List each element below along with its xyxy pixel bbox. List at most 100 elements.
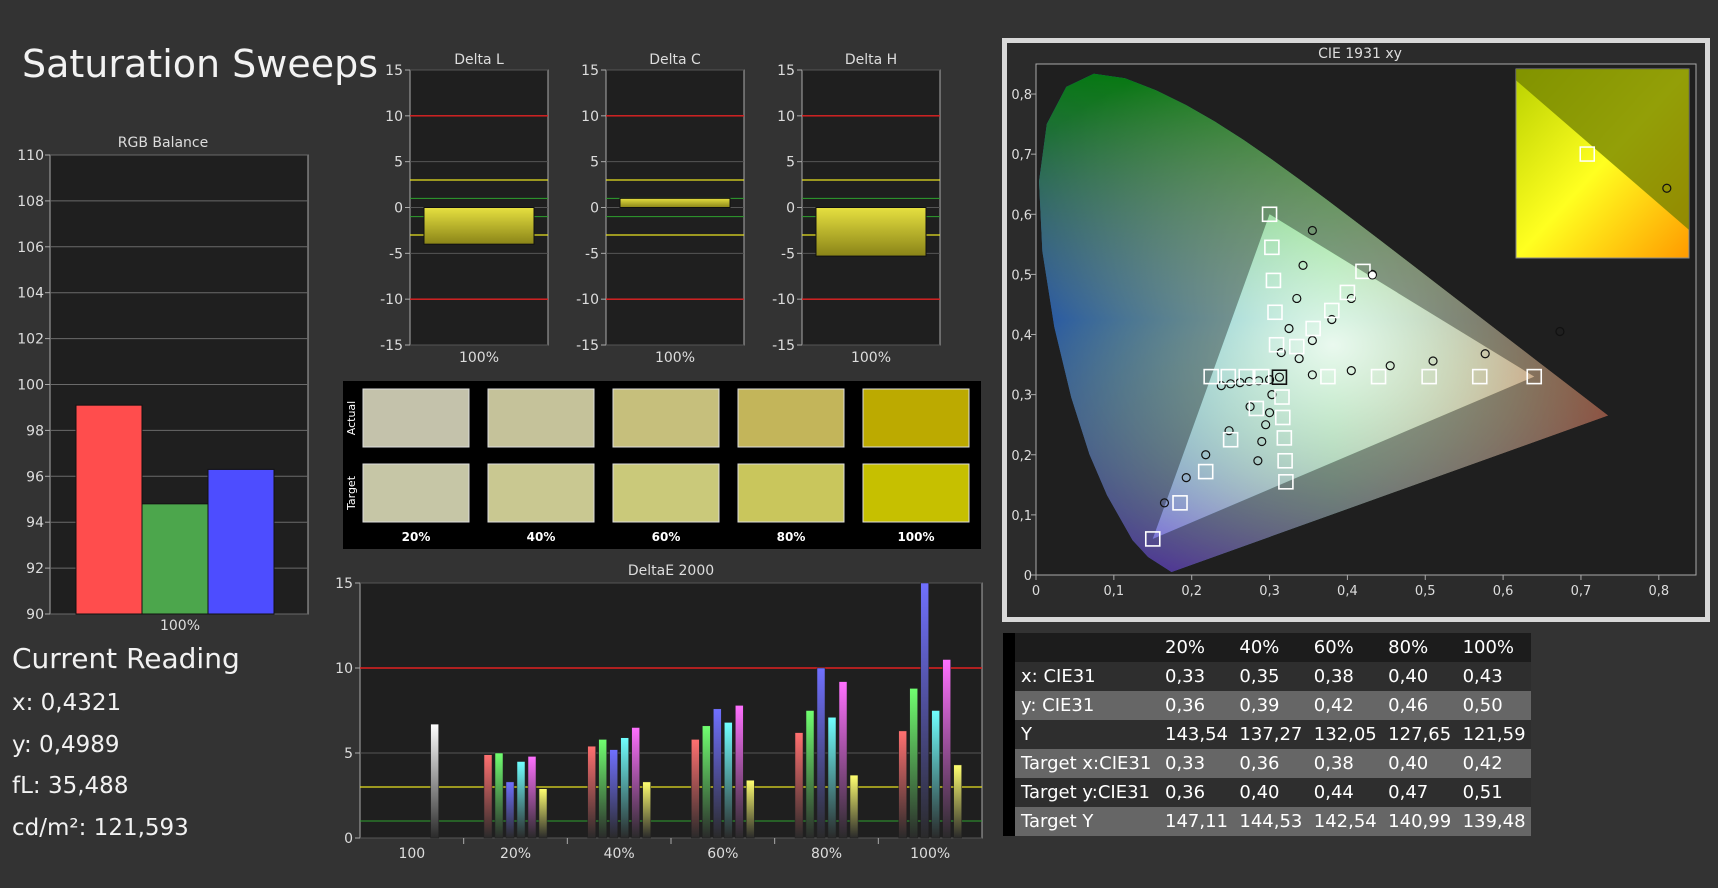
rgb-bars xyxy=(75,404,275,615)
rgb-tick-label: 104 xyxy=(17,286,44,302)
table-cell: 0,36 xyxy=(1233,749,1308,778)
row-label: Target x:CIE31 xyxy=(1015,749,1159,778)
reading-fl: fL: 35,488 xyxy=(12,773,129,799)
table-cell: 0,36 xyxy=(1159,691,1234,720)
cie-title: CIE 1931 xy xyxy=(1318,46,1402,62)
delta-bar xyxy=(815,207,927,257)
deltae-bar xyxy=(898,730,907,839)
table-header-row: 20% 40% 60% 80% 100% xyxy=(1003,633,1531,662)
cie-measured-point xyxy=(1555,326,1565,337)
cie-measured-point xyxy=(1346,293,1356,304)
deltae-bar xyxy=(494,752,504,839)
deltae-category-label: 40% xyxy=(604,846,635,860)
delta-category-label: 100% xyxy=(851,350,891,366)
cie-target-point xyxy=(1265,272,1282,289)
table-cell: 147,11 xyxy=(1159,807,1234,836)
table-cell: 0,38 xyxy=(1307,662,1383,691)
cie-target-point xyxy=(1370,368,1387,385)
deltae-bar xyxy=(587,745,596,839)
deltae-bar xyxy=(920,582,929,839)
rgb-tick-label: 106 xyxy=(17,240,44,256)
delta-tick-label: 15 xyxy=(581,63,599,79)
deltae-bar xyxy=(805,710,815,839)
deltae-bar xyxy=(631,727,640,839)
deltae-bar xyxy=(527,756,537,839)
cie-target-point xyxy=(1421,368,1437,385)
cie-target-point xyxy=(1278,474,1294,490)
row-label: Target Y xyxy=(1015,807,1159,836)
table-row: x: CIE31 0,33 0,35 0,38 0,40 0,43 xyxy=(1003,662,1531,691)
delta-tick-label: 0 xyxy=(590,201,599,217)
swatch-actual xyxy=(862,388,970,448)
rgb-tick-label: 110 xyxy=(17,148,44,164)
cie-target-point xyxy=(1288,338,1305,355)
delta-tick-label: 5 xyxy=(394,155,403,171)
delta-tick-label: 5 xyxy=(786,155,795,171)
cie-x-tick-label: 0,7 xyxy=(1571,584,1592,599)
swatch-target xyxy=(612,463,720,523)
table-cell: 139,48 xyxy=(1456,807,1531,836)
deltae-2000-chart: DeltaE 2000 0 5 10 15 100 20% 40% 60% 80% 100% xyxy=(335,563,983,860)
table-row: Target x:CIE31 0,33 0,36 0,38 0,40 0,42 xyxy=(1003,749,1531,778)
cie-target-point xyxy=(1274,389,1290,405)
table-cell: 0,36 xyxy=(1159,778,1234,807)
cie-measured-point xyxy=(1307,225,1317,236)
table-cell: 0,40 xyxy=(1382,749,1457,778)
rgb-tick-label: 108 xyxy=(17,194,44,210)
table-cell: 0,42 xyxy=(1456,749,1531,778)
cie-x-tick-label: 0 xyxy=(1032,584,1040,599)
table-header-cell: 60% xyxy=(1307,633,1383,662)
cie-measured-point xyxy=(1201,450,1211,460)
swatch-column-label: 100% xyxy=(897,530,934,544)
cie-1931-chart: CIE 1931 xy 0 0,1 0,2 0,3 0,4 0,5 0,6 0,7 0,8 0 0,1… xyxy=(1011,46,1697,599)
table-cell: 143,54 xyxy=(1159,720,1234,749)
cie-measured-point xyxy=(1253,456,1263,466)
row-label: x: CIE31 xyxy=(1015,662,1159,691)
rgb-bar xyxy=(75,404,143,615)
deltae-bar xyxy=(931,710,940,839)
deltae-bar xyxy=(713,708,722,839)
cie-target-point xyxy=(1339,284,1356,301)
rgb-category-label: 100% xyxy=(160,618,200,634)
cie-x-tick-label: 0,2 xyxy=(1181,584,1202,599)
table-cell: 0,39 xyxy=(1233,691,1308,720)
cie-y-tick-label: 0,3 xyxy=(1011,389,1032,404)
deltae-bar xyxy=(430,723,439,839)
cie-measured-point xyxy=(1274,372,1285,382)
cie-target-point xyxy=(1526,368,1543,385)
table-cell: 137,27 xyxy=(1233,720,1308,749)
table-cell: 0,35 xyxy=(1233,662,1308,691)
table-cell: 127,65 xyxy=(1382,720,1457,749)
swatch-column-label: 80% xyxy=(777,530,806,544)
cie-measured-point xyxy=(1276,347,1286,358)
rgb-tick-label: 90 xyxy=(26,607,44,623)
cie-target-point xyxy=(1267,304,1283,321)
deltae-bar xyxy=(609,749,618,839)
color-swatches: Actual Target 20% 40% 60% 80% 100% xyxy=(343,381,981,549)
deltae-bar xyxy=(505,781,515,839)
cie-target-point xyxy=(1248,400,1265,417)
reading-y: y: 0,4989 xyxy=(12,731,120,758)
cie-target-point xyxy=(1144,531,1161,547)
deltae-bar xyxy=(642,781,651,839)
table-row: Target y:CIE31 0,36 0,40 0,44 0,47 0,51 xyxy=(1003,778,1531,807)
cie-x-tick-label: 0,4 xyxy=(1337,584,1358,599)
swatch-actual xyxy=(487,388,595,448)
table-cell: 0,43 xyxy=(1456,662,1531,691)
cie-x-tick-label: 0,8 xyxy=(1648,584,1669,599)
rgb-balance-chart: RGB Balance 90 92 94 96 98 100 102 104 106 108 110… xyxy=(17,135,309,634)
cie-target-point xyxy=(1268,336,1285,353)
delta-tick-label: -10 xyxy=(576,292,599,308)
delta-h-chart: Delta H -15 -10 -5 0 5 10 15 100% xyxy=(772,52,941,366)
deltae-bar xyxy=(746,779,755,839)
delta-tick-label: 10 xyxy=(581,109,599,125)
table-cell: 0,33 xyxy=(1159,662,1234,691)
cie-measured-point xyxy=(1327,314,1337,325)
delta-tick-label: -10 xyxy=(380,292,403,308)
table-header-cell: 80% xyxy=(1382,633,1457,662)
deltae-bar xyxy=(516,761,526,839)
rgb-tick-label: 92 xyxy=(26,561,44,577)
deltae-bar xyxy=(735,705,744,839)
current-reading-heading: Current Reading xyxy=(12,642,240,675)
cie-target-point xyxy=(1253,368,1270,385)
